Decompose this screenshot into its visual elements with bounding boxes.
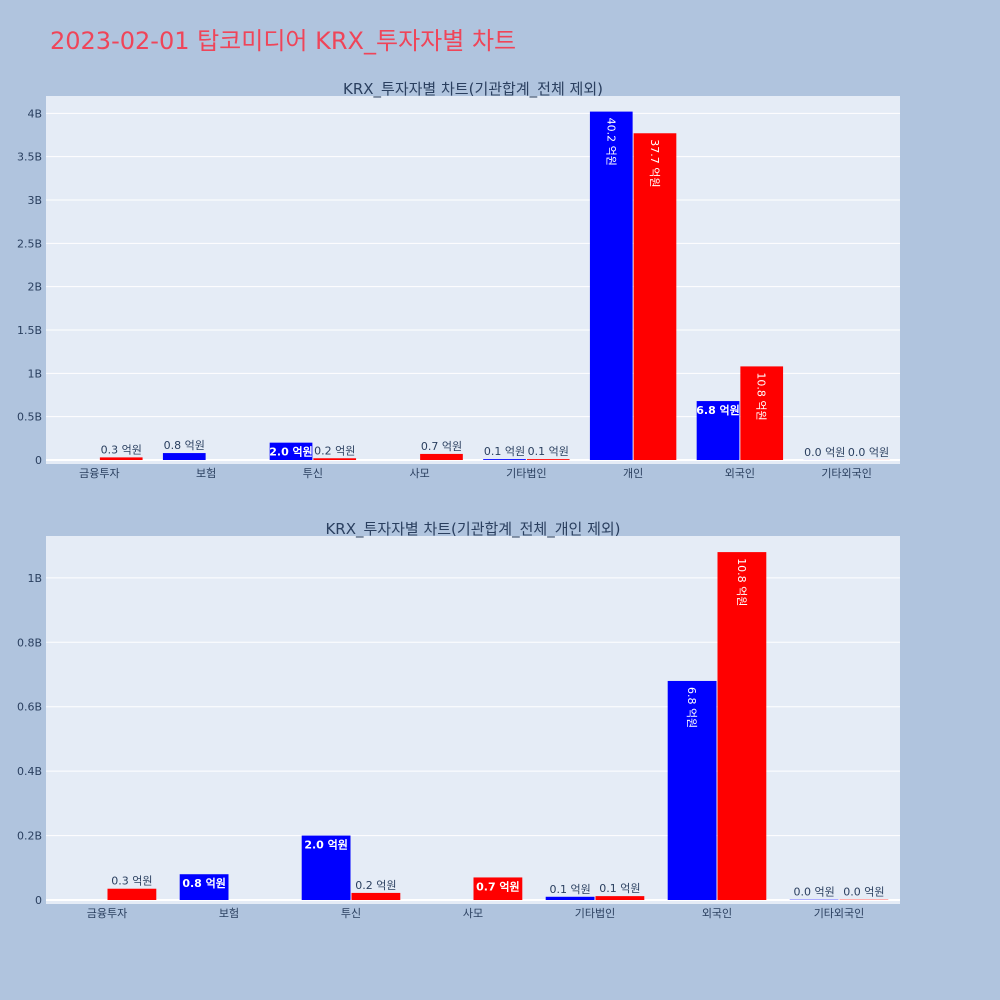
bars [107,552,889,900]
data-labels: 0.3 억원 0.8 억원 2.0 억원 0.2 억원 0.7 억원 0.1 억원 0.1 … [111,558,884,899]
data-label: 0.3 억원 [101,443,142,456]
page-title: 2023-02-01 탑코미디어 KRX_투자자별 차트 [50,27,516,55]
data-label: 0.1 억원 [549,883,590,896]
bar [589,111,633,460]
bar [545,896,595,900]
y-tick-label: 1B [27,572,42,585]
data-label: 0.7 억원 [421,440,462,453]
data-label: 0.0 억원 [804,446,845,459]
y-axis: 0 0.5B 1B 1.5B 2B 2.5B 3B 3.5B 4B [17,107,42,467]
bars [99,111,890,460]
data-label: 0.8 억원 [182,876,226,890]
y-tick-label: 4B [27,107,42,120]
bar [473,877,523,900]
bar [633,133,677,460]
data-label: 0.8 억원 [164,439,205,452]
data-label: 0.2 억원 [355,879,396,892]
x-tick-label: 외국인 [702,907,732,920]
x-tick-label: 투신 [303,467,323,480]
bar [313,458,357,460]
chart-title: KRX_투자자별 차트(기관합계_전체 제외) [343,80,603,99]
chart-panel-2: KRX_투자자별 차트(기관합계_전체_개인 제외) 0 0.2B 0.4B 0.6B… [17,520,900,920]
data-label: 0.1 억원 [528,445,569,458]
bar [351,892,401,900]
bar [526,459,570,460]
y-axis: 0 0.2B 0.4B 0.6B 0.8B 1B [17,572,42,907]
x-tick-label: 개인 [623,467,643,480]
y-tick-label: 0 [35,894,42,907]
data-label: 0.0 억원 [848,446,889,459]
y-tick-label: 3.5B [17,151,42,164]
y-tick-label: 0.2B [17,830,42,843]
y-tick-label: 3B [27,194,42,207]
x-tick-label: 기타법인 [506,467,546,480]
x-tick-label: 투신 [341,907,361,920]
y-tick-label: 0.8B [17,636,42,649]
data-label: 0.0 억원 [843,886,884,899]
data-label: 0.2 억원 [314,444,355,457]
x-tick-label: 보험 [196,467,216,480]
x-tick-label: 보험 [219,907,239,920]
data-label: 40.2 억원 [604,118,617,166]
chart-title: KRX_투자자별 차트(기관합계_전체_개인 제외) [325,520,620,539]
data-label: 2.0 억원 [269,445,313,459]
x-tick-label: 금융투자 [79,467,119,480]
bar [179,874,229,900]
data-label: 6.8 억원 [696,403,740,417]
x-axis: 금융투자 보험 투신 사모 기타법인 개인 외국인 기타외국인 [79,467,872,480]
data-label: 10.8 억원 [735,558,748,606]
x-tick-label: 외국인 [725,467,755,480]
chart-panel-1: KRX_투자자별 차트(기관합계_전체 제외) 0 0.5B 1B 1.5B 2B 2.5… [17,80,900,480]
data-label: 6.8 억원 [685,687,698,728]
bar [717,552,767,900]
bar [99,457,143,460]
data-label: 10.8 억원 [755,372,768,420]
x-tick-label: 기타외국인 [821,467,872,480]
data-label: 37.7 억원 [648,139,661,187]
y-tick-label: 2.5B [17,237,42,250]
y-tick-label: 0.5B [17,411,42,424]
bar [667,680,717,900]
x-tick-label: 기타외국인 [814,907,865,920]
bar [162,453,206,460]
y-tick-label: 1B [27,367,42,380]
plot-area [46,536,900,904]
y-tick-label: 0.6B [17,701,42,714]
data-label: 0.0 억원 [793,886,834,899]
y-tick-label: 0 [35,454,42,467]
x-tick-label: 사모 [410,467,430,480]
bar [483,459,526,460]
data-label: 2.0 억원 [304,838,348,852]
bar [595,896,645,900]
bar [740,366,784,460]
bar [269,442,313,460]
y-tick-label: 2B [27,281,42,294]
x-axis: 금융투자 보험 투신 사모 기타법인 외국인 기타외국인 [87,907,865,920]
x-tick-label: 사모 [463,907,483,920]
bar [301,835,351,900]
bar [107,888,157,900]
data-label: 0.3 억원 [111,875,152,888]
data-label: 0.1 억원 [599,882,640,895]
x-tick-label: 기타법인 [575,907,615,920]
y-tick-label: 1.5B [17,324,42,337]
y-tick-label: 0.4B [17,765,42,778]
x-tick-label: 금융투자 [87,907,127,920]
bar [696,401,740,460]
data-label: 0.7 억원 [476,879,520,893]
data-label: 0.1 억원 [484,445,525,458]
bar [420,453,463,460]
